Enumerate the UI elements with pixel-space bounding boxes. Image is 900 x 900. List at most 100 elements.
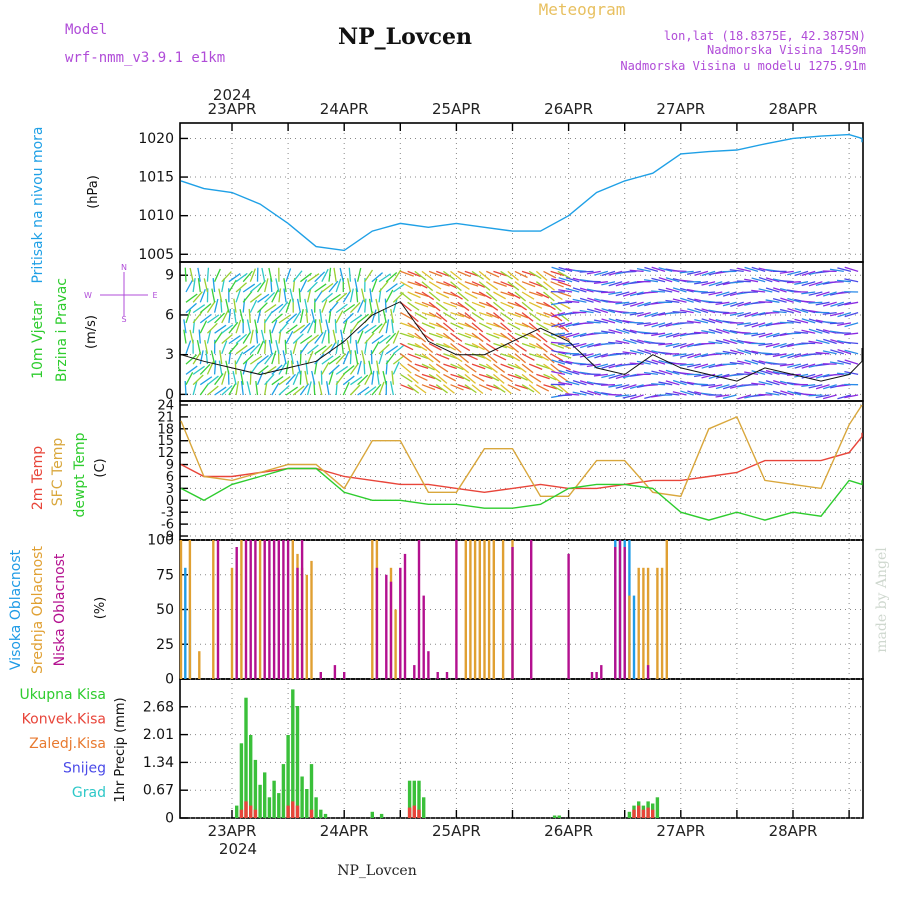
wind-arrow	[357, 386, 370, 396]
bar-niska-oblacnost	[272, 540, 276, 679]
wind-arrow	[407, 322, 420, 332]
wind-arrow	[414, 373, 428, 382]
wind-arrow	[722, 291, 737, 297]
wind-arrow	[228, 279, 237, 293]
wind-arrow	[572, 332, 587, 338]
wind-arrow	[701, 281, 716, 286]
wind-arrow	[715, 311, 730, 314]
wind-arrow	[514, 322, 529, 328]
bar-srednja-oblacnost	[637, 567, 640, 679]
wind-arrow	[686, 320, 701, 324]
wind-arrow	[428, 322, 443, 328]
wind-arrow	[457, 291, 469, 302]
wind-arrow	[536, 373, 550, 380]
wind-arrow	[737, 301, 752, 307]
wind-arrow	[486, 312, 500, 319]
wind-arrow	[708, 353, 723, 356]
wind-arrow	[285, 299, 292, 313]
wind-arrow	[242, 360, 248, 375]
wind-arrow	[355, 339, 359, 354]
wind-arrow	[436, 342, 450, 349]
wind-arrow	[622, 281, 637, 286]
wind-arrow	[478, 301, 493, 308]
wind-arrow	[328, 371, 334, 385]
wind-arrow	[758, 352, 773, 355]
wind-arrow	[214, 324, 227, 334]
wind-arrow	[543, 270, 557, 279]
wind-arrow	[500, 353, 515, 359]
bar-niska-oblacnost	[403, 553, 407, 679]
wind-arrow	[493, 384, 506, 393]
wind-arrow	[507, 384, 521, 392]
wind-arrow	[443, 312, 456, 321]
wind-arrow	[292, 324, 306, 334]
wind-arrow	[514, 291, 527, 302]
wind-arrow	[644, 349, 659, 355]
wind-arrow	[306, 381, 312, 396]
wind-arrow	[636, 322, 651, 325]
wind-arrow	[529, 291, 543, 297]
wind-arrow	[844, 349, 859, 355]
wind-arrow	[708, 363, 723, 369]
wind-arrow	[844, 311, 859, 318]
wind-arrow	[744, 311, 759, 318]
wind-arrow	[268, 267, 273, 282]
wind-arrow	[249, 293, 262, 303]
wind-arrow	[457, 322, 472, 328]
bar-konvek-kisa	[417, 809, 421, 818]
wind-arrow	[278, 301, 289, 314]
bar-srednja-oblacnost	[660, 567, 664, 679]
wind-arrow	[780, 390, 794, 396]
wind-label-1: 10m Vjetar	[30, 301, 46, 379]
wind-arrow	[579, 363, 594, 366]
bar-srednja-oblacnost	[628, 595, 631, 679]
wind-arrow	[680, 342, 694, 349]
wind-arrow	[622, 301, 637, 307]
bar-srednja-oblacnost	[501, 540, 505, 679]
wind-arrow	[643, 291, 658, 294]
wind-arrow	[787, 390, 802, 396]
wind-arrow	[485, 342, 499, 352]
wind-arrow	[672, 342, 687, 349]
wind-arrow	[255, 381, 259, 396]
wind-arrow	[421, 270, 434, 281]
wind-arrow	[478, 384, 493, 391]
wind-arrow	[378, 334, 391, 345]
wind-arrow	[693, 290, 708, 293]
compass-w: W	[84, 291, 92, 300]
wind-arrow	[255, 329, 259, 344]
wind-arrow	[622, 328, 637, 334]
wind-arrow	[715, 373, 730, 379]
wind-arrow	[392, 330, 400, 344]
wind-arrow	[594, 363, 609, 369]
wind-arrow	[844, 266, 859, 273]
wind-arrow	[400, 384, 414, 391]
bar-niska-oblacnost	[389, 581, 393, 679]
wind-arrow	[636, 360, 651, 365]
wind-arrow	[185, 340, 192, 355]
wind-arrow	[550, 322, 564, 330]
bar-ukupna-kisa	[379, 813, 384, 818]
wind-arrow	[794, 363, 809, 369]
bar-konvek-kisa	[253, 809, 258, 818]
wind-arrow	[794, 270, 809, 277]
wind-arrow	[183, 329, 187, 344]
wind-arrow	[794, 331, 809, 334]
wind-arrow	[407, 342, 422, 349]
wind-arrow	[514, 311, 529, 319]
wind-arrow	[572, 298, 587, 303]
wind-arrow	[285, 330, 294, 344]
wind-arrow	[356, 330, 364, 344]
wind-arrow	[392, 361, 400, 375]
wind-arrow	[278, 375, 291, 386]
wind-arrow	[435, 373, 448, 384]
wind-arrow	[808, 291, 823, 296]
wind-arrow	[637, 301, 651, 307]
bar-srednja-oblacnost	[464, 540, 467, 679]
wind-arrow	[630, 338, 644, 345]
temp-label-sfc: SFC Temp	[50, 438, 66, 507]
wind-arrow	[773, 287, 787, 293]
wind-arrow	[275, 278, 280, 293]
wind-arrow	[199, 363, 211, 375]
wind-arrow	[587, 353, 601, 359]
